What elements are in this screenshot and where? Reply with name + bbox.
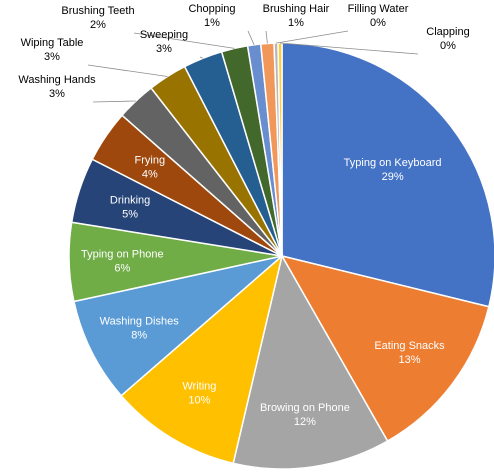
slice-percent: 10% — [188, 395, 210, 407]
slice-label-filling-water: Filling Water 0% — [348, 3, 409, 29]
slice-name: Brushing Teeth — [61, 5, 134, 17]
slice-labels: Typing on Keyboard 29% Eating Snacks 13% Bro… — [18, 3, 469, 428]
slice-percent: 29% — [382, 171, 404, 183]
slice-name: Typing on Keyboard — [344, 157, 442, 169]
slice-label-clapping: Clapping 0% — [426, 26, 469, 52]
slice-name: Chopping — [188, 3, 235, 15]
leader-line-chopping — [247, 30, 255, 45]
pie-slice-writing — [120, 253, 284, 465]
slice-percent: 3% — [156, 43, 172, 55]
slice-label-chopping: Chopping 1% — [188, 3, 235, 29]
label-leader-lines — [87, 30, 419, 103]
leader-line-brushing-hair — [265, 30, 268, 44]
slice-label-frying: Frying 4% — [135, 154, 166, 180]
slice-label-typing-on-phone: Typing on Phone 6% — [81, 249, 164, 275]
slice-label-typing-on-keyboard: Typing on Keyboard 29% — [344, 157, 442, 183]
slice-percent: 2% — [90, 19, 106, 31]
slice-name: Frying — [135, 154, 166, 166]
pie-slice-eating-snacks — [280, 254, 490, 443]
slice-name: Eating Snacks — [374, 340, 445, 352]
pie-slice-typing-on-keyboard — [281, 42, 494, 308]
slice-name: Wiping Table — [21, 37, 84, 49]
slice-name: Browing on Phone — [260, 402, 350, 414]
slice-name: Typing on Phone — [81, 249, 164, 261]
slice-percent: 3% — [49, 88, 65, 100]
slice-label-wiping-table: Wiping Table 3% — [21, 37, 84, 63]
leader-line-sweeping — [199, 56, 203, 59]
slice-label-browing-on-phone: Browing on Phone 12% — [260, 402, 350, 428]
slice-percent: 12% — [294, 416, 316, 428]
slice-label-washing-dishes: Washing Dishes 8% — [100, 316, 180, 342]
slice-label-eating-snacks: Eating Snacks 13% — [374, 340, 445, 366]
slice-name: Brushing Hair — [263, 3, 330, 15]
slice-percent: 13% — [398, 354, 420, 366]
slice-label-brushing-hair: Brushing Hair 1% — [263, 3, 330, 29]
slice-percent: 1% — [204, 17, 220, 29]
leader-line-clapping — [279, 42, 419, 55]
slice-percent: 3% — [44, 51, 60, 63]
slice-label-drinking: Drinking 5% — [110, 194, 150, 220]
slice-percent: 8% — [131, 330, 147, 342]
slice-name: Washing Hands — [18, 74, 96, 86]
slice-name: Writing — [182, 381, 216, 393]
leader-line-wiping-table — [87, 64, 168, 77]
slice-percent: 0% — [370, 17, 386, 29]
slice-label-writing: Writing 10% — [182, 381, 216, 407]
slice-name: Sweeping — [140, 29, 188, 41]
slice-label-washing-hands: Washing Hands 3% — [18, 74, 96, 100]
leader-line-filling-water — [275, 30, 349, 44]
pie-slice-browing-on-phone — [232, 253, 389, 470]
slice-percent: 5% — [122, 208, 138, 220]
slice-percent: 4% — [142, 168, 158, 180]
slice-percent: 6% — [114, 263, 130, 275]
leader-line-brushing-teeth — [133, 32, 235, 49]
slice-percent: 1% — [288, 17, 304, 29]
slice-name: Washing Dishes — [100, 316, 180, 328]
slice-name: Filling Water — [348, 3, 409, 15]
slice-percent: 0% — [440, 40, 456, 52]
slice-label-brushing-teeth: Brushing Teeth 2% — [61, 5, 134, 31]
leader-line-washing-hands — [92, 100, 136, 103]
slice-name: Drinking — [110, 194, 150, 206]
slice-name: Clapping — [426, 26, 469, 38]
slice-label-sweeping: Sweeping 3% — [140, 29, 188, 55]
